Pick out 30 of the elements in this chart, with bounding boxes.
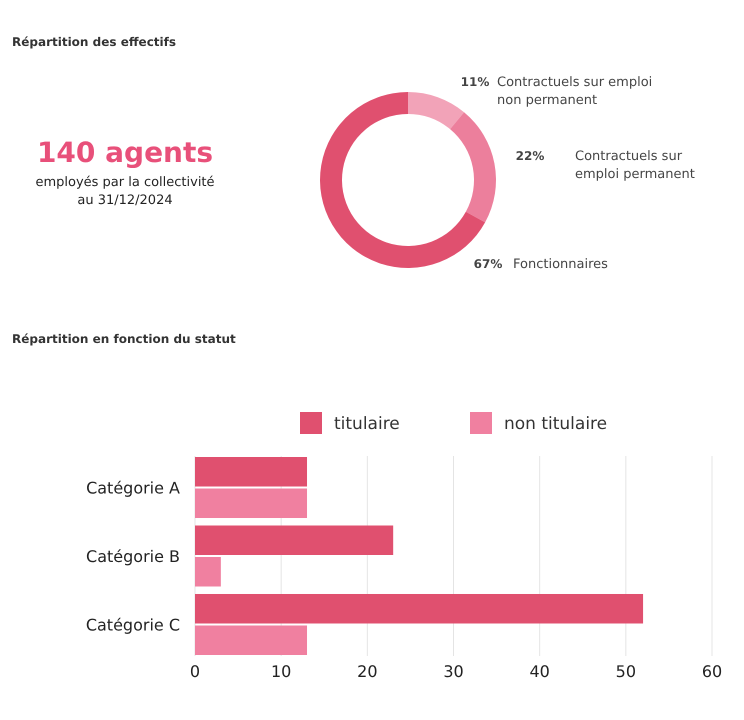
legend-label: non titulaire: [504, 414, 608, 434]
bar: [195, 594, 644, 624]
x-tick-label: 10: [270, 662, 292, 681]
bar: [195, 625, 308, 655]
slice-label: Contractuels sur emploi permanent: [575, 149, 695, 182]
text: employés par la collectivité au 31/12/2024: [35, 175, 215, 208]
x-tick-label: 50: [616, 662, 636, 681]
bar: [195, 557, 221, 587]
x-tick-label: 60: [702, 662, 722, 681]
donut-slice: [408, 92, 464, 130]
data-label: 67%: [474, 257, 502, 271]
x-tick-label: 0: [190, 662, 200, 681]
bar: [195, 457, 308, 487]
slice-label: Contractuels sur emploi non permanent: [497, 75, 652, 108]
legend-label: titulaire: [334, 414, 400, 434]
slice-label: Fonctionnaires: [513, 257, 608, 272]
bar: [195, 525, 394, 555]
y-tick-label: Catégorie B: [86, 547, 180, 566]
text: Répartition des effectifs: [12, 35, 176, 49]
bar: [195, 488, 308, 518]
y-tick-label: Catégorie C: [86, 615, 180, 634]
y-tick-label: Catégorie A: [86, 478, 180, 498]
donut-slice: [450, 112, 496, 222]
data-label: 11%: [460, 75, 490, 89]
chart-title: Répartition en fonction du statut: [12, 332, 236, 346]
text: 140 agents: [36, 136, 214, 169]
x-tick-label: 40: [529, 662, 550, 681]
x-tick-label: 30: [443, 662, 464, 681]
x-tick-label: 20: [357, 662, 378, 681]
data-label: 22%: [516, 149, 544, 163]
